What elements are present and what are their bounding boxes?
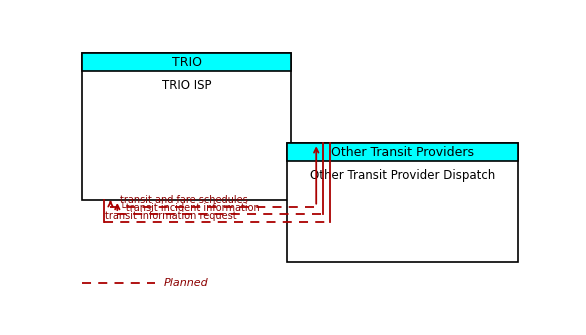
Bar xyxy=(287,143,519,262)
Bar xyxy=(82,53,291,71)
Text: Planned: Planned xyxy=(164,278,209,288)
Text: Other Transit Providers: Other Transit Providers xyxy=(331,146,474,159)
Bar xyxy=(287,143,519,161)
Text: TRIO ISP: TRIO ISP xyxy=(162,79,212,92)
Bar xyxy=(287,143,519,161)
Text: transit information request: transit information request xyxy=(105,210,237,220)
Text: └transit incident information: └transit incident information xyxy=(120,203,260,213)
Text: TRIO: TRIO xyxy=(172,56,202,69)
Bar xyxy=(82,53,291,71)
Text: transit and fare schedules: transit and fare schedules xyxy=(120,195,247,205)
Text: Other Transit Provider Dispatch: Other Transit Provider Dispatch xyxy=(310,169,495,182)
Bar xyxy=(82,53,291,200)
